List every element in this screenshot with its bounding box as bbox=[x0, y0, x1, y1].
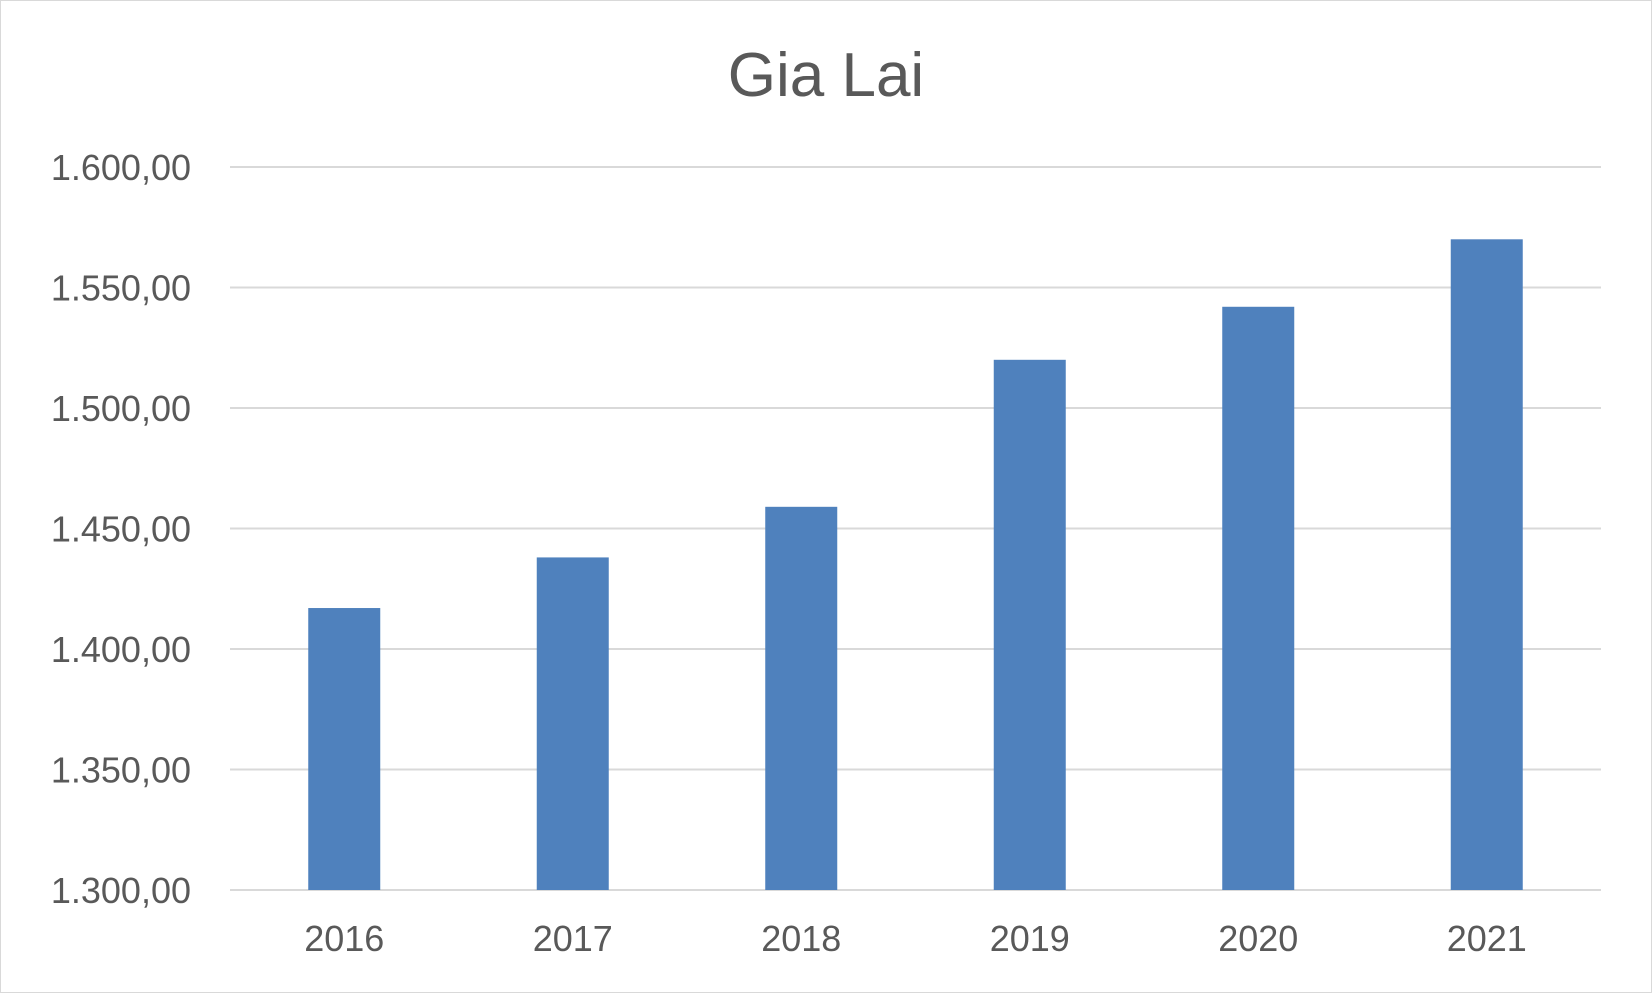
bars bbox=[308, 239, 1523, 891]
y-tick-label: 1.350,00 bbox=[51, 750, 191, 791]
x-tick-label: 2017 bbox=[533, 918, 613, 959]
bar-2016 bbox=[308, 608, 381, 890]
x-tick-label: 2019 bbox=[990, 918, 1070, 959]
x-tick-label: 2018 bbox=[761, 918, 841, 959]
x-tick-label: 2020 bbox=[1218, 918, 1298, 959]
y-tick-label: 1.500,00 bbox=[51, 388, 191, 429]
bar-2019 bbox=[993, 359, 1066, 890]
bar-2017 bbox=[536, 557, 609, 890]
bar-2020 bbox=[1222, 306, 1295, 890]
y-tick-label: 1.400,00 bbox=[51, 629, 191, 670]
y-axis-tick-labels: 1.300,00 1.350,00 1.400,00 1.450,00 1.500,00… bbox=[51, 147, 191, 911]
x-tick-label: 2016 bbox=[304, 918, 384, 959]
x-axis-tick-labels: 2016 2017 2018 2019 2020 2021 bbox=[304, 918, 1527, 959]
x-tick-label: 2021 bbox=[1447, 918, 1527, 959]
y-tick-label: 1.600,00 bbox=[51, 147, 191, 188]
y-tick-label: 1.450,00 bbox=[51, 509, 191, 550]
chart-title: Gia Lai bbox=[728, 41, 924, 110]
y-tick-label: 1.550,00 bbox=[51, 268, 191, 309]
y-tick-label: 1.300,00 bbox=[51, 870, 191, 911]
gridlines bbox=[230, 166, 1601, 891]
bar-2018 bbox=[765, 506, 838, 890]
bar-2021 bbox=[1450, 239, 1523, 891]
